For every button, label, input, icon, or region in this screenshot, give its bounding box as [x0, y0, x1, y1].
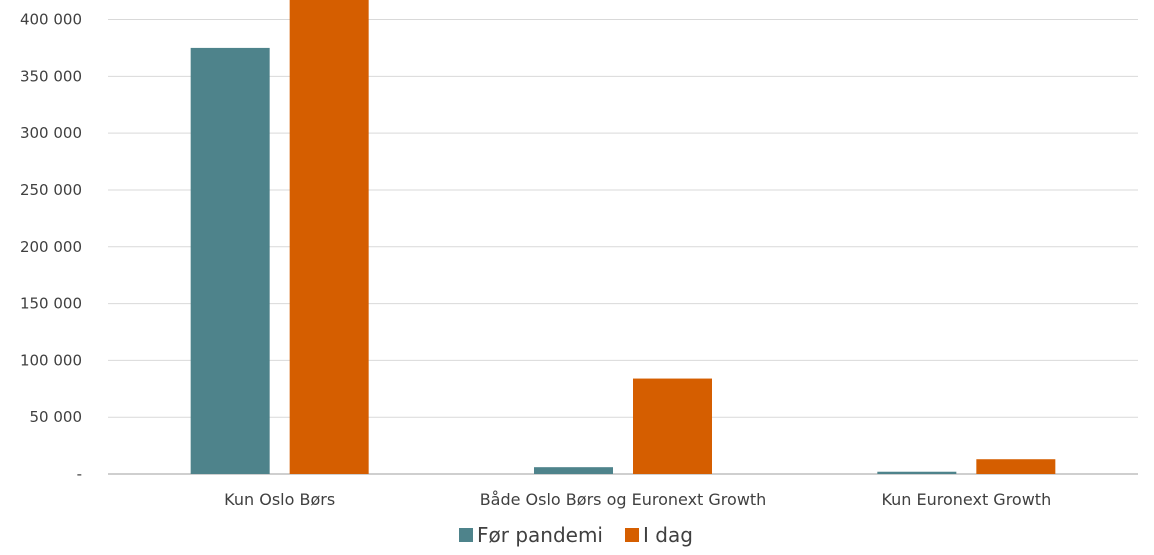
y-tick-label: 350 000	[20, 67, 82, 85]
y-tick-label: 200 000	[20, 238, 82, 256]
legend-swatch	[459, 528, 473, 542]
x-axis-labels: Kun Oslo Børs Både Oslo Børs og Euronext …	[224, 490, 1051, 509]
y-tick-label: -	[77, 465, 82, 483]
bars	[190, 0, 1056, 474]
bar	[877, 471, 957, 474]
x-category-label: Både Oslo Børs og Euronext Growth	[480, 490, 767, 509]
x-category-label: Kun Euronext Growth	[881, 490, 1051, 509]
legend-label: Før pandemi	[477, 523, 603, 547]
bar	[633, 378, 712, 474]
legend: Før pandemi I dag	[459, 523, 693, 547]
bar	[190, 47, 270, 474]
y-axis-labels: - 50 000 100 000 150 000 200 000 250 000 300 0…	[20, 11, 82, 484]
y-tick-label: 100 000	[20, 351, 82, 369]
legend-label: I dag	[643, 523, 693, 547]
y-tick-label: 250 000	[20, 181, 82, 199]
legend-swatch	[625, 528, 639, 542]
bar	[976, 459, 1056, 474]
y-tick-label: 50 000	[30, 408, 83, 426]
y-tick-label: 400 000	[20, 11, 82, 29]
x-category-label: Kun Oslo Børs	[224, 490, 335, 509]
y-tick-label: 150 000	[20, 295, 82, 313]
bar	[289, 0, 369, 474]
bar	[534, 467, 613, 474]
y-tick-label: 300 000	[20, 124, 82, 142]
gridlines	[108, 19, 1138, 475]
